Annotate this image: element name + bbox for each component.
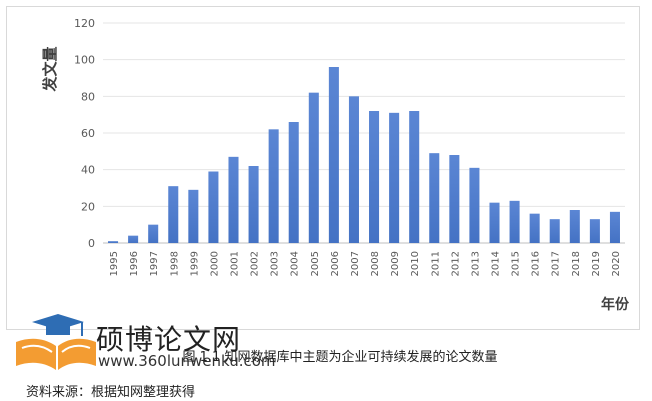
x-tick-label: 2005	[310, 251, 321, 276]
chart-frame: 0 20 40 60 80 100 120 1995 1996 1997 1998 1999 2000…	[6, 6, 640, 330]
y-tick-label: 20	[81, 200, 95, 213]
bar-2007	[348, 96, 359, 243]
x-tick-label: 1997	[149, 251, 160, 276]
x-tick-label: 1995	[109, 251, 120, 276]
y-axis-label: 发文量	[41, 46, 59, 92]
source-note: 资料来源：根据知网整理获得	[26, 385, 196, 400]
x-tick-label: 2000	[209, 251, 220, 276]
x-axis-ticks: 1995 1996 1997 1998 1999 2000 2001 2002 2003 2004…	[109, 251, 622, 276]
bar-2016	[529, 213, 540, 243]
y-tick-label: 120	[74, 17, 95, 30]
bar-2001	[228, 156, 239, 243]
bar-2017	[549, 219, 560, 243]
bar-2010	[409, 111, 420, 243]
x-tick-label: 2016	[531, 251, 542, 276]
bar-2012	[449, 155, 460, 243]
x-tick-label: 1996	[129, 251, 140, 276]
mortarboard-book-icon	[16, 314, 96, 370]
bars	[108, 67, 620, 244]
bar-2003	[268, 129, 279, 243]
bar-2004	[288, 122, 299, 243]
watermark-url: www.360lunwenku.com	[98, 352, 276, 370]
bar-2020	[609, 211, 620, 243]
bar-2014	[489, 202, 500, 243]
bar-2013	[469, 167, 480, 243]
x-tick-label: 2006	[330, 251, 341, 276]
x-tick-label: 2001	[230, 251, 241, 276]
figure-caption-text: 图 1.1 知网数据库中主题为企业可持续发展的论文数量	[182, 350, 498, 365]
x-tick-label: 2007	[350, 251, 361, 276]
x-tick-label: 2017	[551, 251, 562, 276]
bar-1995	[108, 241, 119, 243]
watermark-logo: 硕博论文网 www.360lunwenku.com	[12, 312, 282, 382]
bar-2011	[429, 153, 440, 243]
y-tick-label: 0	[88, 237, 95, 250]
figure-caption: 图 1.1 知网数据库中主题为企业可持续发展的论文数量	[0, 346, 652, 365]
x-tick-label: 1999	[189, 251, 200, 276]
x-tick-label: 2012	[450, 251, 461, 276]
bar-2019	[589, 219, 600, 243]
bar-2009	[389, 112, 400, 243]
x-tick-label: 2009	[390, 251, 401, 276]
x-tick-label: 2008	[370, 251, 381, 276]
bar-1996	[128, 235, 139, 243]
bar-1999	[188, 189, 199, 243]
y-tick-label: 40	[81, 164, 95, 177]
gridlines	[103, 22, 625, 244]
bar-2008	[369, 111, 380, 243]
bar-1997	[148, 224, 159, 243]
x-tick-label: 2019	[591, 251, 602, 276]
bar-2000	[208, 171, 219, 243]
x-tick-label: 2004	[290, 251, 301, 276]
x-axis-label: 年份	[601, 296, 630, 313]
x-tick-label: 2010	[410, 251, 421, 276]
bar-2002	[248, 166, 259, 243]
bar-1998	[168, 186, 179, 243]
x-tick-label: 2015	[511, 251, 522, 276]
y-axis-ticks: 0 20 40 60 80 100 120	[74, 17, 95, 250]
watermark-title: 硕博论文网	[96, 323, 242, 356]
bar-chart: 0 20 40 60 80 100 120 1995 1996 1997 1998 1999 2000…	[41, 17, 630, 313]
x-tick-label: 2003	[270, 251, 281, 276]
x-tick-label: 2020	[611, 251, 622, 276]
x-tick-label: 2014	[491, 251, 502, 276]
bar-2006	[328, 67, 339, 243]
y-tick-label: 60	[81, 127, 95, 140]
bar-2015	[509, 200, 520, 243]
bar-2005	[308, 92, 319, 244]
x-tick-label: 2018	[571, 251, 582, 276]
x-tick-label: 2011	[430, 251, 441, 276]
x-tick-label: 1998	[169, 251, 180, 276]
y-tick-label: 80	[81, 90, 95, 103]
x-tick-label: 2013	[470, 251, 481, 276]
y-tick-label: 100	[74, 54, 95, 67]
x-tick-label: 2002	[250, 251, 261, 276]
bar-2018	[569, 210, 580, 243]
